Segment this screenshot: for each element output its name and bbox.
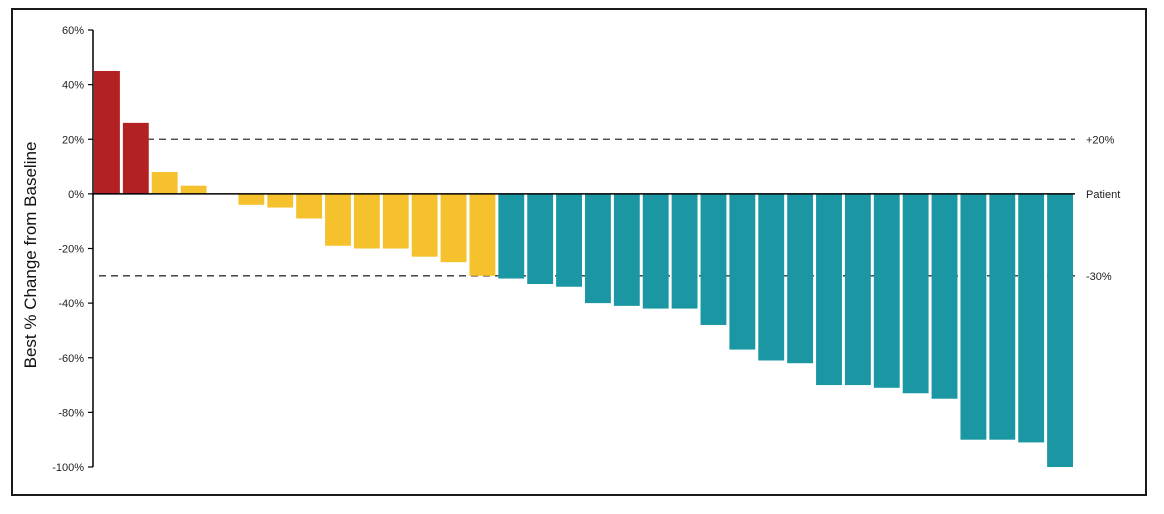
bar xyxy=(296,193,323,219)
reference-lines: +20% -30% xyxy=(99,134,1115,283)
y-tick-label: 40% xyxy=(62,80,84,92)
y-tick-label: -80% xyxy=(58,407,84,419)
bar xyxy=(700,193,727,325)
bar xyxy=(816,193,842,386)
bar xyxy=(556,193,582,287)
bar xyxy=(613,193,640,306)
bar xyxy=(353,193,380,249)
bar xyxy=(411,193,438,257)
bar xyxy=(238,193,265,205)
bar xyxy=(469,193,496,276)
bar xyxy=(440,193,467,263)
bar xyxy=(989,193,1016,440)
y-tick-label: -20% xyxy=(58,244,84,256)
bar xyxy=(527,193,554,285)
y-tick-label: 0% xyxy=(68,189,84,201)
bar xyxy=(1047,193,1073,468)
bar xyxy=(671,193,698,309)
reference-line-label: +20% xyxy=(1086,134,1115,146)
bar xyxy=(382,193,409,249)
y-tick-label: -40% xyxy=(58,298,84,310)
bar xyxy=(267,193,294,208)
bars xyxy=(94,70,1073,468)
reference-line-label: -30% xyxy=(1086,271,1112,283)
y-tick-label: 60% xyxy=(62,25,84,37)
y-axis-label: Best % Change from Baseline xyxy=(21,142,40,369)
bar xyxy=(122,122,149,194)
bar xyxy=(325,193,351,246)
baseline-label: Patient xyxy=(1086,189,1120,201)
bar xyxy=(931,193,958,399)
bar xyxy=(787,193,814,364)
bar xyxy=(151,172,178,194)
bar xyxy=(498,193,525,279)
y-tick-label: 20% xyxy=(62,134,84,146)
bar xyxy=(585,193,611,304)
bar xyxy=(902,193,929,394)
axes: Patient 60% 40% 20% 0% -20% -40% -60% -80% -100% xyxy=(52,25,1120,474)
bar xyxy=(873,193,900,388)
bar xyxy=(960,193,987,440)
bar xyxy=(1018,193,1045,443)
bar xyxy=(642,193,669,309)
y-tick-label: -100% xyxy=(52,462,84,474)
bar xyxy=(758,193,785,361)
bar xyxy=(180,185,207,194)
bar xyxy=(729,193,756,350)
bar xyxy=(844,193,871,386)
bar xyxy=(94,70,120,194)
y-tick-label: -60% xyxy=(58,353,84,365)
